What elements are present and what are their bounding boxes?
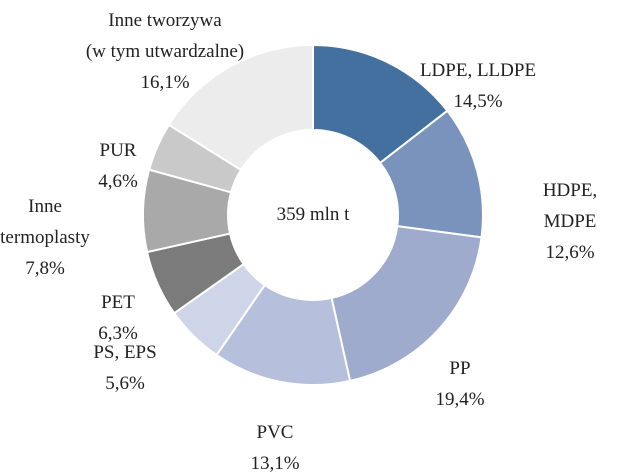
category-name: HDPE, MDPE (542, 180, 598, 232)
slice-label: PVC 13,1% (250, 417, 299, 472)
slice-label: LDPE, LLDPE 14,5% (420, 55, 536, 117)
category-name: PS, EPS (93, 342, 157, 363)
donut-segment (330, 225, 483, 383)
value-label: 14,5% (453, 91, 503, 112)
slice-label: PET 6,3% (98, 287, 138, 349)
donut-segment (167, 43, 314, 172)
category-name: PP (449, 358, 471, 379)
value-label: 7,8% (25, 258, 65, 279)
value-label: 13,1% (250, 453, 300, 472)
category-name: PET (101, 292, 135, 313)
category-name: LDPE, LLDPE (419, 60, 537, 81)
category-name: Inne termoplasty (0, 196, 90, 248)
slice-label: HDPE, MDPE 12,6% (533, 175, 607, 268)
center-label: 359 mln t (276, 204, 350, 225)
value-label: 19,4% (435, 389, 485, 410)
value-label: 5,6% (105, 373, 145, 394)
value-label: 16,1% (140, 72, 190, 93)
value-label: 12,6% (545, 242, 595, 263)
value-label: 4,6% (98, 171, 138, 192)
category-name: PVC (256, 422, 294, 443)
category-name: PUR (99, 140, 137, 161)
category-name: Inne tworzywa (w tym utwardzalne) (85, 10, 245, 62)
slice-label: Inne tworzywa (w tym utwardzalne) 16,1% (86, 5, 244, 98)
slice-label: PS, EPS 5,6% (93, 337, 156, 399)
slice-label: PP 19,4% (435, 353, 484, 415)
slice-label: PUR 4,6% (98, 135, 138, 197)
slice-label: Inne termoplasty 7,8% (0, 191, 90, 284)
value-label: 6,3% (98, 323, 138, 344)
